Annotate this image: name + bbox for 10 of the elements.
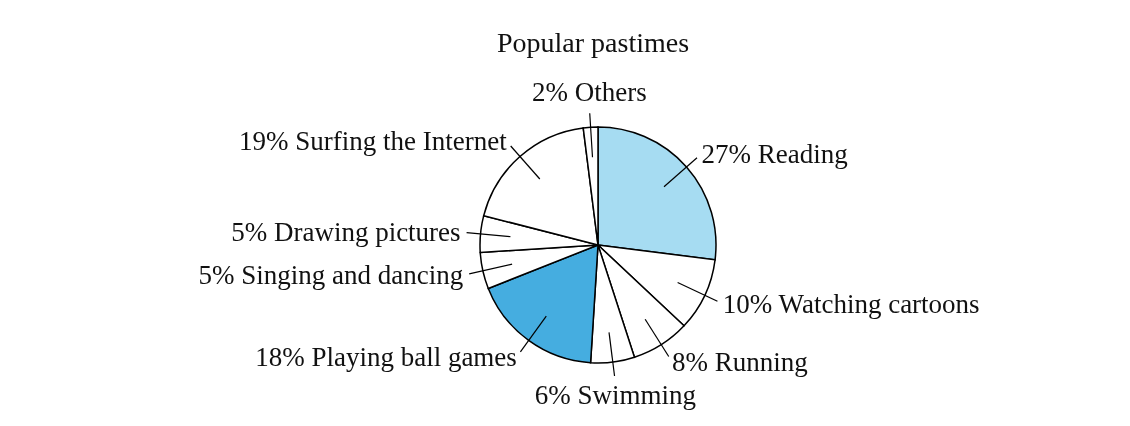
slice-label: 10% Watching cartoons (722, 288, 980, 319)
slice-label: 5% Singing and dancing (198, 260, 464, 291)
slice-label: 8% Running (671, 346, 808, 377)
slice-label: 5% Drawing pictures (231, 217, 461, 248)
slice-label: 2% Others (531, 77, 647, 108)
slice-label: 18% Playing ball games (255, 341, 517, 372)
slice-label: 6% Swimming (534, 379, 696, 410)
chart-title: Popular pastimes (496, 27, 690, 58)
slice-label: 19% Surfing the Internet (239, 126, 508, 157)
slice-label: 27% Reading (701, 138, 848, 169)
